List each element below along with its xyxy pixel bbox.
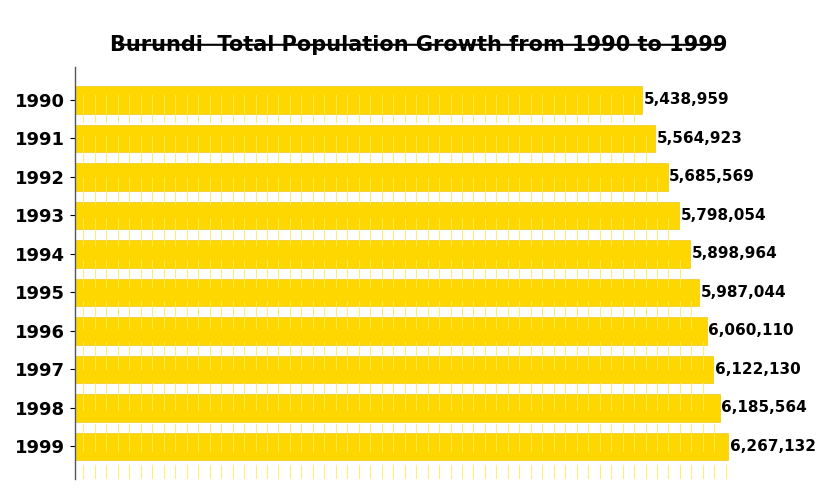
Bar <box>75 433 728 460</box>
Bar <box>75 279 699 306</box>
Text: 5,898,964: 5,898,964 <box>691 247 777 261</box>
Text: 6,267,132: 6,267,132 <box>730 439 816 454</box>
Text: 6,185,564: 6,185,564 <box>721 401 807 415</box>
Text: 5,564,923: 5,564,923 <box>656 131 742 146</box>
Bar <box>75 124 656 152</box>
Bar <box>75 317 706 345</box>
Title: Burundi  Total Population Growth from 1990 to 1999: Burundi Total Population Growth from 199… <box>110 35 728 55</box>
Bar <box>75 356 713 383</box>
Text: 5,987,044: 5,987,044 <box>701 285 786 300</box>
Bar <box>75 394 720 422</box>
Text: 5,798,054: 5,798,054 <box>681 208 766 223</box>
Text: 5,685,569: 5,685,569 <box>669 169 756 184</box>
Bar <box>75 240 690 268</box>
Text: 6,060,110: 6,060,110 <box>708 324 794 338</box>
Bar <box>75 86 642 114</box>
Bar <box>75 202 680 229</box>
Text: 6,122,130: 6,122,130 <box>715 362 801 377</box>
Bar <box>75 163 668 191</box>
Text: 5,438,959: 5,438,959 <box>644 92 729 108</box>
